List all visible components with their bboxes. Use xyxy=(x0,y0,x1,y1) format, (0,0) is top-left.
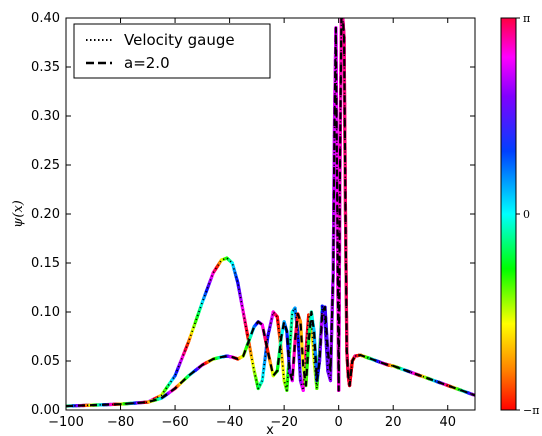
y-tick-label: 0.15 xyxy=(31,256,60,271)
y-axis-ticks: 0.00 0.05 0.10 0.15 0.20 0.25 0.30 0.35 0.40 xyxy=(31,11,475,418)
y-tick-label: 0.00 xyxy=(31,403,60,418)
x-tick-label: −80 xyxy=(107,415,134,430)
legend: Velocity gauge a=2.0 xyxy=(73,23,271,79)
legend-box xyxy=(73,23,271,79)
legend-label-a: a=2.0 xyxy=(124,54,170,72)
x-tick-label: −100 xyxy=(48,415,84,430)
x-tick-label: −40 xyxy=(216,415,243,430)
series-layer xyxy=(66,18,475,408)
colorbar: π 0 −π xyxy=(500,12,539,417)
y-tick-label: 0.05 xyxy=(31,354,60,369)
colorbar-label-top: π xyxy=(523,12,530,25)
x-tick-label: −60 xyxy=(161,415,188,430)
y-axis-label: ψ(x) xyxy=(11,200,26,228)
y-tick-label: 0.40 xyxy=(31,11,60,26)
y-tick-label: 0.10 xyxy=(31,305,60,320)
x-axis-label: x xyxy=(266,423,274,436)
y-tick-label: 0.30 xyxy=(31,109,60,124)
y-tick-label: 0.20 xyxy=(31,207,60,222)
colorbar-label-bottom: −π xyxy=(523,404,539,417)
colorbar-gradient xyxy=(500,17,517,411)
x-tick-label: 20 xyxy=(385,415,402,430)
x-tick-label: −20 xyxy=(270,415,297,430)
x-axis-ticks: −100 −80 −60 −40 −20 0 20 40 xyxy=(48,18,456,430)
x-tick-label: 0 xyxy=(335,415,343,430)
y-tick-label: 0.35 xyxy=(31,60,60,75)
x-tick-label: 40 xyxy=(439,415,456,430)
series-line-a-2 xyxy=(66,18,475,408)
y-tick-label: 0.25 xyxy=(31,158,60,173)
legend-label-velocity: Velocity gauge xyxy=(124,31,235,49)
colorbar-label-middle: 0 xyxy=(523,208,530,221)
